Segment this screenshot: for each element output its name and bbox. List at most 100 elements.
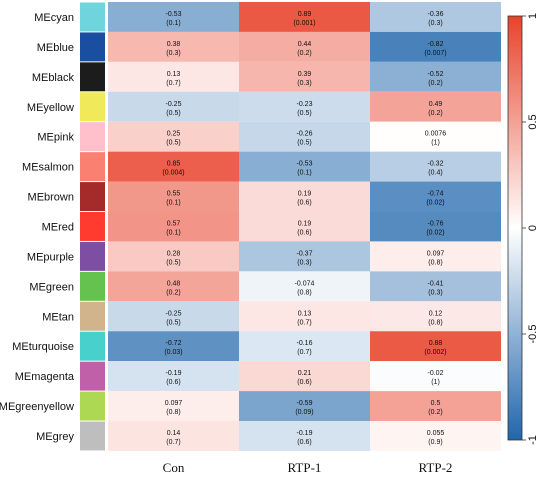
heatmap-cell	[370, 2, 501, 32]
cell-correlation-label: 0.44	[298, 41, 312, 48]
cell-pvalue-label: (0.8)	[428, 259, 442, 266]
cell-correlation-label: -0.16	[297, 340, 313, 347]
heatmap-cell	[108, 361, 239, 392]
heatmap-cell	[239, 151, 370, 182]
module-color-swatch	[80, 152, 105, 182]
cell-pvalue-label: (0.5)	[297, 110, 311, 117]
cell-pvalue-label: (0.6)	[297, 229, 311, 236]
cell-pvalue-label: (0.001)	[293, 20, 315, 27]
cell-correlation-label: 0.21	[298, 370, 312, 377]
cell-pvalue-label: (0.2)	[297, 50, 311, 57]
module-color-swatch	[80, 62, 105, 92]
heatmap-cell	[239, 31, 370, 62]
heatmap-cell	[108, 181, 239, 212]
heatmap-cell	[370, 271, 501, 302]
module-label: MEsalmon	[22, 162, 74, 174]
module-labels: MEcyan MEblue MEblack MEyellow MEpink MEsalmo…	[0, 12, 75, 443]
cell-correlation-label: -0.25	[166, 310, 182, 317]
cell-pvalue-label: (0.7)	[166, 80, 180, 87]
colorbar-gradient	[507, 15, 523, 441]
column-label: Con	[163, 460, 185, 475]
cell-correlation-label: 0.25	[167, 131, 181, 138]
cell-correlation-label: -0.23	[297, 101, 313, 108]
heatmap-cell	[370, 121, 501, 152]
module-color-swatch	[80, 2, 105, 32]
cell-correlation-label: 0.88	[429, 340, 443, 347]
module-label: MEyellow	[27, 102, 74, 114]
module-color-swatch	[80, 92, 105, 122]
column-labels: Con RTP-1 RTP-2	[163, 460, 453, 475]
cell-correlation-label: -0.26	[297, 131, 313, 138]
heatmap-cell	[108, 211, 239, 242]
cell-pvalue-label: (0.2)	[428, 110, 442, 117]
heatmap-cell	[370, 391, 501, 422]
cell-pvalue-label: (0.7)	[297, 349, 311, 356]
colorbar-tick-label: -0.5	[527, 325, 539, 344]
cell-correlation-label: -0.59	[297, 400, 313, 407]
heatmap-cell	[108, 91, 239, 122]
heatmap-cell	[239, 121, 370, 152]
heatmap-cell	[370, 61, 501, 92]
cell-correlation-label: 0.097	[165, 400, 183, 407]
heatmap-cell	[370, 91, 501, 122]
cell-pvalue-label: (0.1)	[166, 229, 180, 236]
cell-pvalue-label: (0.3)	[166, 50, 180, 57]
module-label: MEgreen	[29, 281, 74, 293]
heatmap-cell	[370, 301, 501, 332]
cell-correlation-label: 0.5	[431, 400, 441, 407]
module-label: MEgreenyellow	[0, 401, 74, 413]
heatmap-cell	[370, 31, 501, 62]
heatmap-cell	[239, 301, 370, 332]
cell-pvalue-label: (0.5)	[166, 259, 180, 266]
heatmap-cell	[108, 121, 239, 152]
module-color-swatch	[80, 271, 105, 301]
cell-correlation-label: -0.37	[297, 250, 313, 257]
cell-correlation-label: 0.49	[429, 101, 443, 108]
cell-pvalue-label: (0.1)	[166, 20, 180, 27]
heatmap-cell	[239, 421, 370, 451]
cell-correlation-label: 0.097	[427, 250, 445, 257]
module-color-swatch	[80, 301, 105, 331]
cell-pvalue-label: (0.2)	[428, 80, 442, 87]
cell-correlation-label: 0.89	[298, 11, 312, 18]
cell-correlation-label: -0.53	[297, 161, 313, 168]
cell-correlation-label: -0.25	[166, 101, 182, 108]
module-color-swatch	[80, 122, 105, 152]
colorbar-tick-label: -1	[527, 435, 539, 445]
cell-correlation-label: 0.55	[167, 191, 181, 198]
cell-correlation-label: 0.38	[167, 41, 181, 48]
cell-correlation-label: -0.02	[428, 370, 444, 377]
module-label: MEpink	[37, 132, 74, 144]
heatmap-cell	[370, 211, 501, 242]
cell-pvalue-label: (0.3)	[428, 289, 442, 296]
cell-pvalue-label: (0.6)	[297, 439, 311, 446]
heatmap-cell	[370, 331, 501, 362]
cell-correlation-label: -0.19	[297, 430, 313, 437]
module-label: MEred	[42, 221, 74, 233]
cell-pvalue-label: (0.02)	[426, 229, 444, 236]
colorbar-tick-label: 1	[527, 13, 539, 19]
module-color-swatch	[80, 391, 105, 421]
cell-pvalue-label: (0.002)	[424, 349, 446, 356]
cell-pvalue-label: (0.5)	[166, 110, 180, 117]
module-label: MEmagenta	[15, 371, 75, 383]
cell-correlation-label: 0.57	[167, 220, 181, 227]
cell-pvalue-label: (0.5)	[297, 140, 311, 147]
cell-pvalue-label: (0.2)	[166, 289, 180, 296]
module-color-swatch	[80, 212, 105, 241]
cell-correlation-label: 0.13	[298, 310, 312, 317]
cell-pvalue-label: (0.8)	[428, 319, 442, 326]
cell-correlation-label: 0.13	[167, 71, 181, 78]
heatmap-cell	[108, 391, 239, 422]
cell-correlation-label: -0.74	[428, 191, 444, 198]
heatmap-cell	[108, 331, 239, 362]
module-label: MEtan	[42, 311, 74, 323]
heatmap-cells: -0.53 (0.1) 0.89 (0.001) -0.36 (0.3) 0.38 (0.3)…	[108, 2, 501, 451]
cell-correlation-label: -0.19	[166, 370, 182, 377]
cell-correlation-label: 0.28	[167, 250, 181, 257]
module-label: MEturquoise	[12, 341, 74, 353]
cell-pvalue-label: (0.09)	[295, 409, 313, 416]
heatmap-cell	[239, 361, 370, 392]
module-color-swatch	[80, 331, 105, 361]
